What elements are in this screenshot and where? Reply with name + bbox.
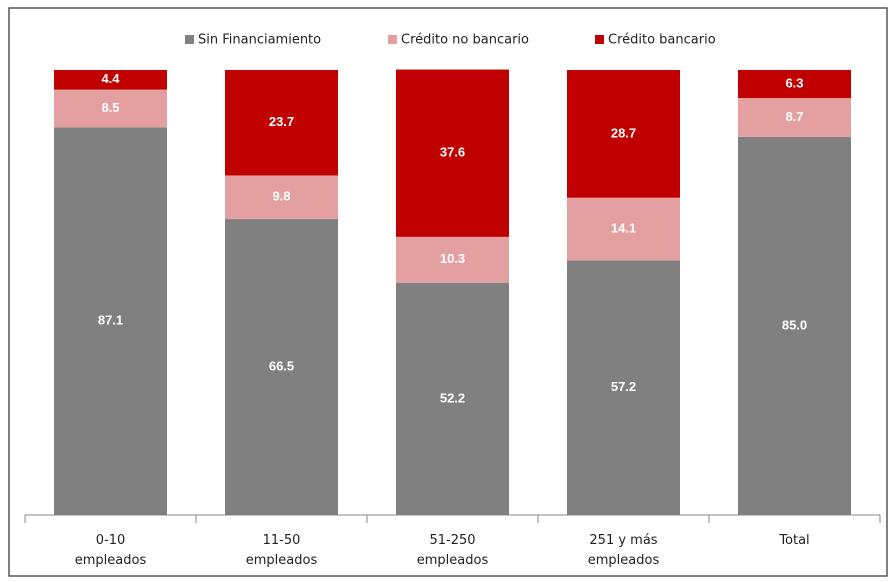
legend-swatch xyxy=(185,35,194,44)
bar-segment xyxy=(738,136,851,515)
x-tick-label-line: empleados xyxy=(588,553,660,568)
x-tick-label-line: empleados xyxy=(246,553,318,568)
x-tick-label: 0-10 empleados xyxy=(75,533,147,568)
x-tick-label-line: Total xyxy=(778,533,809,548)
data-label: 8.5 xyxy=(101,100,119,115)
data-label: 6.3 xyxy=(785,75,803,90)
bar-segment xyxy=(225,70,338,176)
data-label: 66.5 xyxy=(269,358,294,373)
bar-segment xyxy=(54,70,167,90)
data-label: 52.2 xyxy=(440,390,465,405)
data-label: 28.7 xyxy=(611,125,636,140)
data-label: 37.6 xyxy=(440,145,465,160)
x-tick-label-line: empleados xyxy=(75,553,147,568)
x-tick-label: Total xyxy=(778,533,809,548)
data-label: 23.7 xyxy=(269,114,294,129)
data-label: 4.4 xyxy=(101,71,120,86)
x-tick-label-line: empleados xyxy=(417,553,489,568)
bar-segment xyxy=(54,89,167,128)
x-tick-label: 51-250 empleados xyxy=(417,533,489,568)
data-label: 87.1 xyxy=(98,313,123,328)
bar-segment xyxy=(738,98,851,137)
legend-label: Sin Financiamiento xyxy=(198,33,321,48)
bar-segment xyxy=(567,70,680,198)
x-tick-label-line: 11-50 xyxy=(263,533,301,548)
bar-segment xyxy=(54,127,167,515)
x-tick-label-line: 251 y más xyxy=(589,533,657,548)
bar-segment xyxy=(567,197,680,261)
x-tick-label: 251 y más empleados xyxy=(588,533,660,568)
data-label: 8.7 xyxy=(785,109,803,124)
legend-swatch xyxy=(595,35,604,44)
data-label: 9.8 xyxy=(272,189,290,204)
x-tick-label: 11-50 empleados xyxy=(246,533,318,568)
legend-label: Crédito bancario xyxy=(608,33,716,48)
bar-segment xyxy=(396,69,509,237)
bar-segment xyxy=(225,219,338,515)
bar-segment xyxy=(567,260,680,515)
x-tick-label-line: 51-250 xyxy=(429,533,475,548)
data-label: 57.2 xyxy=(611,379,636,394)
data-label: 14.1 xyxy=(611,221,636,236)
legend-swatch xyxy=(388,35,397,44)
legend-label: Crédito no bancario xyxy=(401,33,529,48)
bar-segment xyxy=(396,236,509,283)
data-label: 10.3 xyxy=(440,251,465,266)
x-tick-label-line: 0-10 xyxy=(96,533,126,548)
data-label: 85.0 xyxy=(782,317,807,332)
bar-segment xyxy=(225,175,338,220)
bar-segment xyxy=(396,282,509,515)
bar-segment xyxy=(738,70,851,99)
